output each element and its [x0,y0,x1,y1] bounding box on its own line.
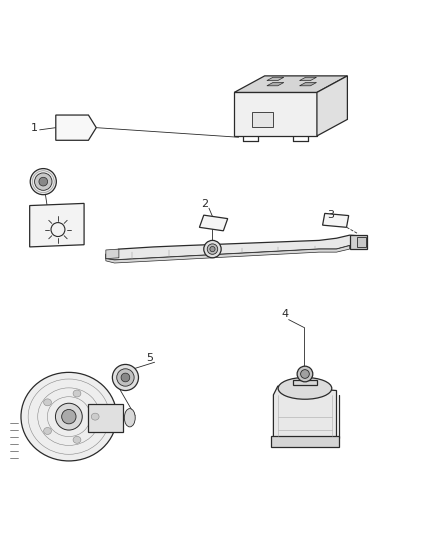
Circle shape [30,168,57,195]
Polygon shape [317,76,347,136]
Polygon shape [56,115,96,140]
Polygon shape [300,77,317,80]
Circle shape [297,366,313,382]
Polygon shape [88,403,123,432]
Polygon shape [106,246,350,263]
Ellipse shape [21,373,117,461]
Polygon shape [30,204,84,247]
Polygon shape [234,92,317,136]
Ellipse shape [73,437,81,443]
Circle shape [300,370,309,378]
Circle shape [62,409,76,424]
Polygon shape [106,235,363,260]
Ellipse shape [73,390,81,397]
Polygon shape [273,386,336,439]
Text: 4: 4 [281,310,288,319]
Polygon shape [252,112,273,127]
Polygon shape [300,83,317,86]
Ellipse shape [278,377,332,399]
Circle shape [117,369,134,386]
Text: 3: 3 [327,210,334,220]
Polygon shape [267,77,284,80]
Circle shape [207,244,218,254]
Circle shape [56,403,82,430]
Circle shape [35,173,52,190]
Circle shape [113,365,138,391]
Ellipse shape [91,413,99,420]
Ellipse shape [124,409,135,427]
Text: 1: 1 [31,123,38,133]
Circle shape [210,246,215,252]
Ellipse shape [44,427,51,434]
Polygon shape [234,76,347,92]
Polygon shape [350,235,367,249]
Polygon shape [199,215,228,231]
Text: 5: 5 [146,353,153,363]
Polygon shape [267,83,284,86]
Polygon shape [293,379,317,385]
Polygon shape [322,213,349,228]
Ellipse shape [44,399,51,406]
Polygon shape [271,436,339,447]
Text: 2: 2 [201,199,209,209]
Polygon shape [106,249,119,259]
Circle shape [204,240,221,258]
Polygon shape [357,237,366,247]
Circle shape [39,177,48,186]
Circle shape [121,373,130,382]
